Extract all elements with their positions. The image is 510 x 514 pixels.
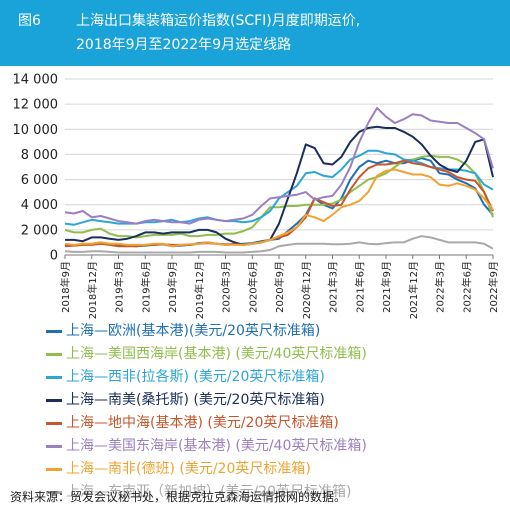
- legend-swatch: [46, 352, 62, 356]
- x-tick-label: 2018年9月: [59, 261, 72, 313]
- chart-title-line-1: 上海出口集装箱运价指数(SCFI)月度即期运价,: [76, 13, 361, 29]
- x-tick-label: 2018年12月: [86, 261, 99, 319]
- legend-swatch: [46, 490, 62, 494]
- chart-legend: 上海—欧洲(基本港)(美元/20英尺标准箱) 上海—美国西海岸(基本港) (美元/…: [46, 320, 367, 504]
- y-tick-label: 4 000: [21, 198, 58, 213]
- series-line-2: [64, 149, 494, 226]
- x-tick-label: 2020年3月: [220, 261, 233, 313]
- legend-label: 上海—美国东海岸(基本港) (美元/40英尺标准箱): [66, 438, 367, 454]
- x-tick-label: 2019年3月: [113, 261, 126, 313]
- x-tick-label: 2019年9月: [166, 261, 179, 313]
- legend-label: 上海—欧洲(基本港)(美元/20英尺标准箱): [66, 323, 321, 339]
- legend-label: 上海—西非(拉各斯) (美元/20英尺标准箱): [66, 369, 325, 385]
- y-tick-label: 0: [50, 249, 58, 264]
- figure-label: 图6: [18, 13, 41, 29]
- y-tick-label: 8 000: [21, 148, 58, 163]
- y-tick-label: 2 000: [21, 223, 58, 238]
- x-tick-label: 2022年3月: [434, 261, 447, 313]
- x-tick-label: 2020年9月: [273, 261, 286, 313]
- y-tick-label: 12 000: [13, 98, 59, 113]
- x-tick-label: 2021年9月: [380, 261, 393, 313]
- y-tick-label: 10 000: [13, 123, 59, 138]
- legend-item-4: 上海—地中海(基本港) (美元/20英尺标准箱): [46, 412, 367, 435]
- x-tick-label: 2021年6月: [353, 261, 366, 313]
- x-tick-label: 2022年6月: [460, 261, 473, 313]
- legend-item-7: 上海—东南亚（新加坡）(美元/20英尺标准箱): [46, 481, 367, 504]
- legend-item-3: 上海—南美(桑托斯) (美元/20英尺标准箱): [46, 389, 367, 412]
- x-tick-label: 2020年6月: [246, 261, 259, 313]
- x-tick-label: 2019年12月: [193, 261, 206, 319]
- y-tick-label: 14 000: [13, 73, 59, 88]
- x-tick-label: 2021年3月: [327, 261, 340, 313]
- legend-item-0: 上海—欧洲(基本港)(美元/20英尺标准箱): [46, 320, 367, 343]
- series-line-3: [65, 125, 494, 246]
- x-tick-label: 2020年12月: [300, 261, 313, 319]
- series-line-5: [64, 106, 494, 225]
- series-line-6: [64, 168, 494, 248]
- legend-swatch: [46, 421, 62, 425]
- legend-swatch: [46, 467, 62, 471]
- x-tick-label: 2022年9月: [487, 261, 500, 313]
- legend-label: 上海—美国西海岸(基本港) (美元/40英尺标准箱): [66, 346, 367, 362]
- legend-item-1: 上海—美国西海岸(基本港) (美元/40英尺标准箱): [46, 343, 367, 366]
- legend-label: 上海—南非(德班) (美元/20英尺标准箱): [66, 461, 311, 477]
- x-tick-label: 2021年12月: [407, 261, 420, 319]
- figure-header: 图6 上海出口集装箱运价指数(SCFI)月度即期运价, 2018年9月至2022…: [0, 0, 510, 66]
- series-line-7: [64, 235, 494, 254]
- series-line-1: [64, 154, 494, 239]
- legend-swatch: [46, 375, 62, 379]
- x-tick-label: 2019年6月: [139, 261, 152, 313]
- series-line-4: [64, 159, 494, 248]
- chart-title-line-2: 2018年9月至2022年9月选定线路: [76, 37, 292, 53]
- legend-swatch: [46, 398, 62, 402]
- legend-item-6: 上海—南非(德班) (美元/20英尺标准箱): [46, 458, 367, 481]
- series-line-0: [64, 157, 494, 248]
- source-note: 资料来源：贸发会议秘书处，根据克拉克森海运情报网的数据。: [10, 490, 347, 504]
- chart-plot: 0 2 000 4 000 6 000 8 000 10 000 12 000 14 000 2…: [13, 73, 501, 320]
- legend-swatch: [46, 329, 62, 333]
- legend-label: 上海—地中海(基本港) (美元/20英尺标准箱): [66, 415, 339, 431]
- legend-swatch: [46, 444, 62, 448]
- legend-label: 上海—东南亚（新加坡）(美元/20英尺标准箱): [66, 484, 352, 500]
- y-tick-label: 6 000: [21, 173, 58, 188]
- legend-item-5: 上海—美国东海岸(基本港) (美元/40英尺标准箱): [46, 435, 367, 458]
- legend-item-2: 上海—西非(拉各斯) (美元/20英尺标准箱): [46, 366, 367, 389]
- legend-label: 上海—南美(桑托斯) (美元/20英尺标准箱): [66, 392, 325, 408]
